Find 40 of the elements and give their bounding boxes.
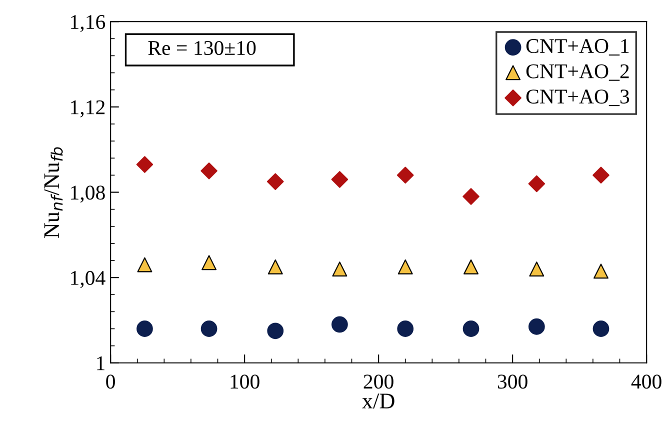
point	[267, 322, 284, 340]
y-tick-label: 1,04	[71, 270, 106, 288]
legend-label: CNT+AO_2	[526, 64, 629, 81]
point	[593, 264, 608, 279]
x-tick-label: 0	[106, 374, 115, 389]
point	[528, 318, 545, 335]
annotation: Re = 130±10	[148, 40, 256, 56]
point	[592, 320, 610, 337]
legend-label: CNT+AO_1	[526, 39, 629, 56]
point	[462, 188, 480, 205]
y-tick-label: 1	[97, 356, 104, 370]
point	[332, 262, 348, 277]
point	[592, 166, 610, 184]
y-axis-title: Nu$_{nf}$/Nu$_{fb}$	[44, 147, 63, 238]
legend-label: CNT+AO_3	[526, 90, 630, 106]
point	[202, 255, 217, 270]
x-tick-label: 300	[498, 374, 528, 389]
point	[397, 320, 414, 337]
point	[137, 257, 152, 272]
x-tick-label: 100	[230, 374, 260, 389]
point	[398, 259, 413, 274]
point	[331, 171, 348, 188]
y-tick-label: 1,12	[71, 100, 105, 118]
point	[136, 156, 154, 173]
point	[331, 316, 348, 333]
x-tick-label: 400	[631, 374, 662, 389]
point	[200, 162, 218, 180]
point	[268, 259, 283, 274]
point	[529, 262, 544, 277]
point	[136, 320, 153, 337]
x-tick-label: 200	[364, 374, 394, 389]
point	[528, 175, 546, 192]
y-tick-label: 1,16	[71, 15, 106, 32]
point	[396, 166, 414, 184]
point	[464, 259, 479, 274]
y-tick-label: 1,08	[71, 186, 105, 203]
point	[200, 320, 218, 337]
point	[266, 173, 284, 190]
point	[462, 320, 480, 337]
x-axis-title: x/D	[362, 394, 394, 409]
